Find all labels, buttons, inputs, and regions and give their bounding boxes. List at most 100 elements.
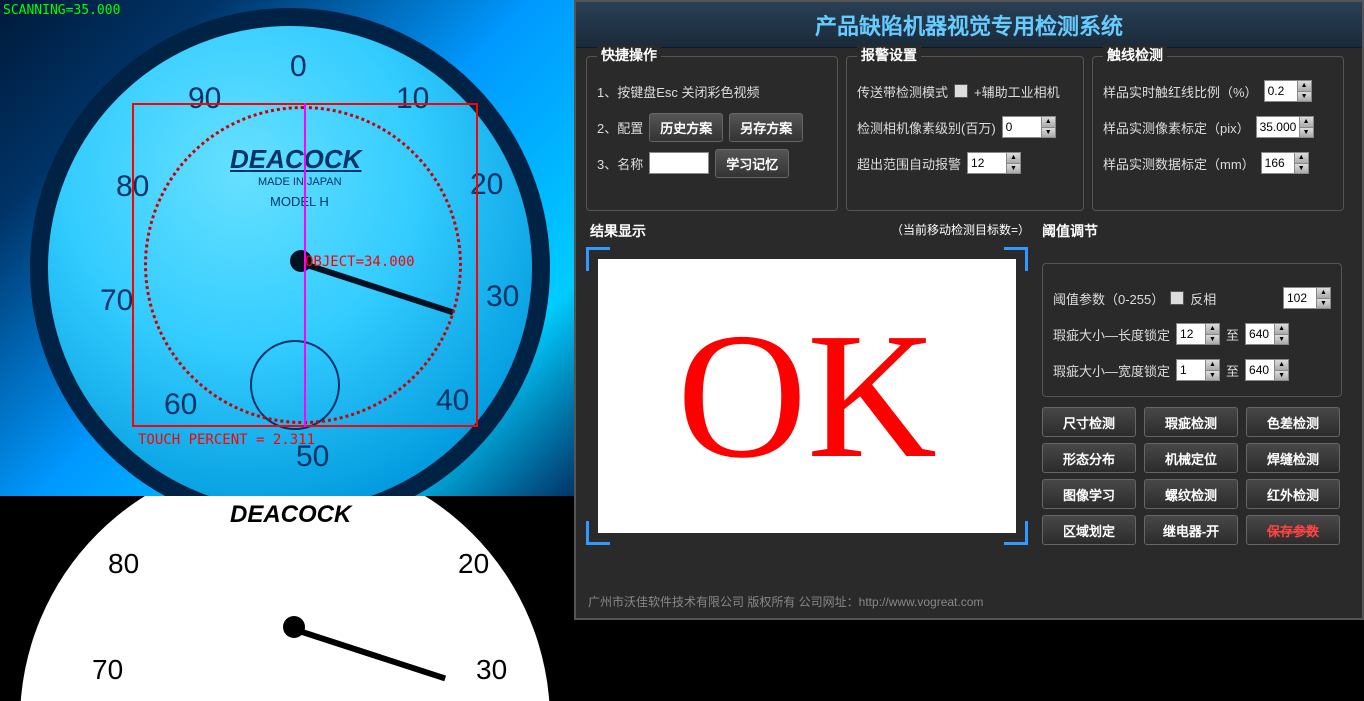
spin-down[interactable]: ▼ xyxy=(1042,128,1055,138)
defect-length-label: 瑕疵大小—长度锁定 xyxy=(1053,325,1170,344)
spin-down[interactable]: ▼ xyxy=(1206,371,1219,381)
to-label-1: 至 xyxy=(1226,325,1239,344)
quick-ops-group: 快捷操作 1、按键盘Esc 关闭彩色视频 2、配置 历史方案 另存方案 3、名称… xyxy=(586,56,838,211)
touch-row-2: 样品实测像素标定（pix） ▲▼ xyxy=(1103,109,1333,145)
threshold-spinbox[interactable]: ▲▼ xyxy=(1283,287,1331,309)
region-define-button[interactable]: 区域划定 xyxy=(1042,515,1136,545)
spin-up[interactable]: ▲ xyxy=(1275,360,1288,371)
width-min-value[interactable] xyxy=(1177,360,1205,380)
footer-url[interactable]: http://www.vogreat.com xyxy=(859,595,984,609)
panel-body: 快捷操作 1、按键盘Esc 关闭彩色视频 2、配置 历史方案 另存方案 3、名称… xyxy=(576,48,1362,553)
spin-up[interactable]: ▲ xyxy=(1007,153,1020,164)
mm-calib-spinbox[interactable]: ▲▼ xyxy=(1261,152,1309,174)
threshold-param-label: 阈值参数（0-255） xyxy=(1053,289,1164,308)
learn-memory-button[interactable]: 学习记忆 xyxy=(715,149,789,178)
spin-up[interactable]: ▲ xyxy=(1300,117,1313,128)
defect-detect-button[interactable]: 瑕疵检测 xyxy=(1144,407,1238,437)
spin-up[interactable]: ▲ xyxy=(1295,153,1308,164)
width-max-spinbox[interactable]: ▲▼ xyxy=(1245,359,1289,381)
ok-text: OK xyxy=(677,306,937,486)
spin-up[interactable]: ▲ xyxy=(1206,360,1219,371)
spin-down[interactable]: ▼ xyxy=(1206,335,1219,345)
length-min-value[interactable] xyxy=(1177,324,1205,344)
image-learn-button[interactable]: 图像学习 xyxy=(1042,479,1136,509)
bw-num-30: 30 xyxy=(476,654,507,686)
touch-ratio-value[interactable] xyxy=(1265,81,1297,101)
thread-detect-button[interactable]: 螺纹检测 xyxy=(1144,479,1238,509)
alarm-row-3: 超出范围自动报警 ▲▼ xyxy=(857,145,1073,181)
threshold-area: 阈值调节 阈值参数（0-255） 反相 ▲▼ 瑕疵大小—长度锁定 xyxy=(1042,221,1342,545)
touch-detect-group: 触线检测 样品实时触红线比例（%） ▲▼ 样品实测像素标定（pix） ▲▼ xyxy=(1092,56,1344,211)
pixel-level-label: 检测相机像素级别(百万) xyxy=(857,118,996,137)
esc-hint: 1、按键盘Esc 关闭彩色视频 xyxy=(597,82,760,101)
quick-ops-title: 快捷操作 xyxy=(597,45,661,65)
target-count-label: （当前移动检测目标数=） xyxy=(891,221,1030,241)
conveyor-mode-checkbox[interactable] xyxy=(954,84,968,98)
auto-alarm-value[interactable] xyxy=(968,153,1006,173)
bw-brand: DEACOCK xyxy=(230,501,351,529)
spin-up[interactable]: ▲ xyxy=(1206,324,1219,335)
spin-down[interactable]: ▼ xyxy=(1300,128,1313,138)
camera-view: 0 10 20 30 40 50 60 70 80 90 DEACOCK MAD… xyxy=(0,0,574,497)
gauge-num-30: 30 xyxy=(486,280,519,314)
length-max-value[interactable] xyxy=(1246,324,1274,344)
bw-num-80: 80 xyxy=(108,548,139,580)
app-title: 产品缺陷机器视觉专用检测系统 xyxy=(815,9,1123,41)
spin-up[interactable]: ▲ xyxy=(1042,117,1055,128)
spin-down[interactable]: ▼ xyxy=(1275,335,1288,345)
save-as-plan-button[interactable]: 另存方案 xyxy=(729,113,803,142)
result-title: 结果显示 xyxy=(590,221,646,241)
alarm-row-1: 传送带检测模式 +辅助工业相机 xyxy=(857,73,1073,109)
spin-down[interactable]: ▼ xyxy=(1295,164,1308,174)
spin-down[interactable]: ▼ xyxy=(1275,371,1288,381)
corner-tr xyxy=(1004,247,1028,271)
function-buttons: 尺寸检测 瑕疵检测 色差检测 形态分布 机械定位 焊缝检测 图像学习 螺纹检测 … xyxy=(1042,407,1342,545)
invert-checkbox[interactable] xyxy=(1170,291,1184,305)
auto-alarm-spinbox[interactable]: ▲▼ xyxy=(967,152,1021,174)
length-max-spinbox[interactable]: ▲▼ xyxy=(1245,323,1289,345)
threshold-row-2: 瑕疵大小—长度锁定 ▲▼ 至 ▲▼ xyxy=(1053,316,1331,352)
threshold-value[interactable] xyxy=(1284,288,1316,308)
gauge-num-0: 0 xyxy=(290,50,307,84)
spin-up[interactable]: ▲ xyxy=(1275,324,1288,335)
spin-down[interactable]: ▼ xyxy=(1298,92,1311,102)
gauge-num-70: 70 xyxy=(100,284,133,318)
alarm-row-2: 检测相机像素级别(百万) ▲▼ xyxy=(857,109,1073,145)
spin-up[interactable]: ▲ xyxy=(1317,288,1330,299)
auto-alarm-label: 超出范围自动报警 xyxy=(857,154,961,173)
touch-percent-label: TOUCH PERCENT = 2.311 xyxy=(138,432,315,448)
mech-position-button[interactable]: 机械定位 xyxy=(1144,443,1238,473)
spin-down[interactable]: ▼ xyxy=(1007,164,1020,174)
pixel-calib-spinbox[interactable]: ▲▼ xyxy=(1256,116,1314,138)
width-max-value[interactable] xyxy=(1246,360,1274,380)
spin-down[interactable]: ▼ xyxy=(1317,299,1330,309)
width-min-spinbox[interactable]: ▲▼ xyxy=(1176,359,1220,381)
pixel-calib-value[interactable] xyxy=(1257,117,1299,137)
to-label-2: 至 xyxy=(1226,361,1239,380)
quick-row-1: 1、按键盘Esc 关闭彩色视频 xyxy=(597,73,827,109)
scanning-label: SCANNING=35.000 xyxy=(3,3,120,18)
weld-detect-button[interactable]: 焊缝检测 xyxy=(1246,443,1340,473)
result-frame: OK xyxy=(586,247,1028,545)
length-min-spinbox[interactable]: ▲▼ xyxy=(1176,323,1220,345)
name-input[interactable] xyxy=(649,152,709,174)
copyright-text: 广州市沃佳软件技术有限公司 版权所有 公司网址： xyxy=(588,595,859,609)
size-detect-button[interactable]: 尺寸检测 xyxy=(1042,407,1136,437)
touch-ratio-spinbox[interactable]: ▲▼ xyxy=(1264,80,1312,102)
defect-width-label: 瑕疵大小—宽度锁定 xyxy=(1053,361,1170,380)
mm-calib-value[interactable] xyxy=(1262,153,1294,173)
pixel-level-spinbox[interactable]: ▲▼ xyxy=(1002,116,1056,138)
infrared-detect-button[interactable]: 红外检测 xyxy=(1246,479,1340,509)
relay-on-button[interactable]: 继电器-开 xyxy=(1144,515,1238,545)
color-diff-button[interactable]: 色差检测 xyxy=(1246,407,1340,437)
threshold-row-1: 阈值参数（0-255） 反相 ▲▼ xyxy=(1053,280,1331,316)
shape-dist-button[interactable]: 形态分布 xyxy=(1042,443,1136,473)
quick-row-3: 3、名称 学习记忆 xyxy=(597,145,827,181)
spin-up[interactable]: ▲ xyxy=(1298,81,1311,92)
aux-camera-label: +辅助工业相机 xyxy=(974,82,1060,101)
history-plan-button[interactable]: 历史方案 xyxy=(649,113,723,142)
pixel-level-value[interactable] xyxy=(1003,117,1041,137)
bw-center xyxy=(283,616,305,638)
left-panel: 0 10 20 30 40 50 60 70 80 90 DEACOCK MAD… xyxy=(0,0,574,701)
save-params-button[interactable]: 保存参数 xyxy=(1246,515,1340,545)
